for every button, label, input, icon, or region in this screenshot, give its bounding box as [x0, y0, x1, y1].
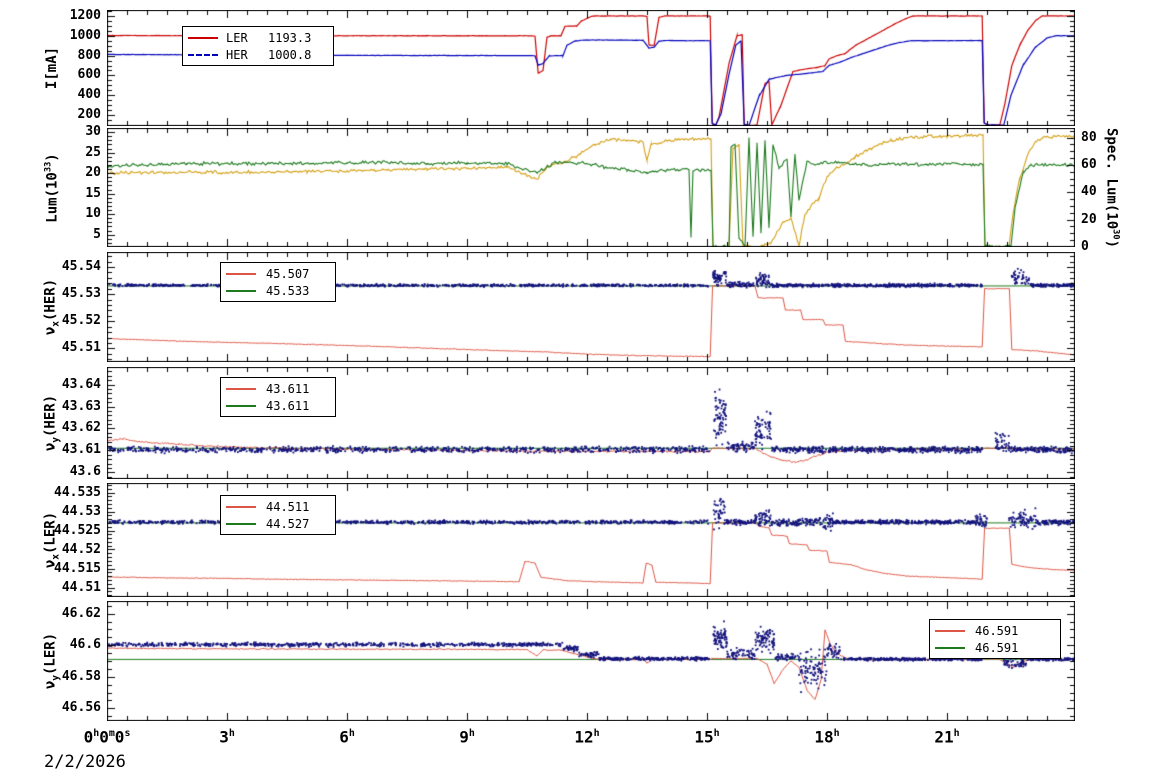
x-tick-label: 15h: [694, 727, 720, 747]
axis-title-nuy-her: νy(HER): [42, 394, 62, 452]
x-tick-label: 12h: [574, 727, 600, 747]
y-tick-label: 43.63: [61, 398, 101, 414]
legend-nuy-ler: 46.591 46.591: [929, 619, 1061, 659]
legend-entry: 43.611: [226, 380, 330, 397]
axis-title-nuy-ler: νy(LER): [42, 632, 62, 690]
x-tick-label: 21h: [934, 727, 960, 747]
legend-line-sample: [226, 289, 256, 292]
y-tick-label: 44.53: [61, 503, 101, 519]
legend-series-value: 46.591: [975, 623, 1019, 638]
y-tick-label: 46.6: [69, 637, 101, 653]
y-tick-label: 44.515: [54, 560, 101, 576]
y-tick-label-right: 60: [1081, 156, 1097, 172]
legend-series-value: 44.511: [266, 499, 310, 514]
legend-series-value: 46.591: [975, 640, 1019, 655]
y-tick-label-right: 40: [1081, 184, 1097, 200]
y-tick-label: 46.56: [61, 700, 101, 716]
legend-entry: 46.591: [935, 639, 1055, 656]
y-tick-label: 15: [85, 185, 101, 201]
x-tick-label: 6h: [339, 727, 355, 747]
y-tick-label: 800: [77, 47, 101, 63]
y-tick-label-right: 0: [1081, 239, 1089, 254]
y-tick-label: 20: [85, 165, 101, 181]
x-tick-label: 18h: [814, 727, 840, 747]
y-tick-label: 43.64: [61, 376, 101, 392]
y-tick-label: 45.51: [61, 340, 101, 356]
legend-entry: HER 1000.8: [188, 46, 328, 63]
legend-nux-ler: 44.511 44.527: [220, 495, 336, 535]
y-tick-label: 45.53: [61, 286, 101, 302]
legend-beam-current: LER 1193.3 HER 1000.8: [182, 26, 334, 66]
legend-nux-her: 45.507 45.533: [220, 262, 336, 302]
date-label: 2/2/2026: [44, 752, 126, 772]
legend-line-sample: [226, 522, 256, 525]
y-tick-label: 1200: [69, 7, 101, 23]
y-tick-label: 5: [93, 226, 101, 242]
y-tick-label: 45.54: [61, 258, 101, 274]
y-tick-label: 44.535: [54, 484, 101, 500]
y-tick-label: 200: [77, 107, 101, 123]
y-tick-label: 45.52: [61, 313, 101, 329]
legend-entry: 43.611: [226, 397, 330, 414]
y-tick-label: 43.6: [69, 464, 101, 480]
legend-line-sample: [188, 53, 218, 56]
y-tick-label: 43.61: [61, 442, 101, 458]
legend-series-value: 43.611: [266, 398, 310, 413]
legend-series-name: LER: [226, 30, 248, 45]
axis-title-right-luminosity: Spec. Lum(1030): [1103, 127, 1121, 248]
legend-series-value: 43.611: [266, 381, 310, 396]
legend-line-sample: [935, 629, 965, 632]
axis-title-beam-current: I[mA]: [44, 46, 60, 90]
x-tick-label: 0h0m0s: [83, 727, 131, 747]
legend-line-sample: [226, 505, 256, 508]
y-tick-label: 44.52: [61, 541, 101, 557]
y-tick-label: 46.62: [61, 605, 101, 621]
legend-entry: LER 1193.3: [188, 29, 328, 46]
legend-entry: 45.533: [226, 282, 330, 299]
legend-series-value: 45.533: [266, 283, 310, 298]
y-tick-label: 1000: [69, 27, 101, 43]
legend-series-value: 44.527: [266, 516, 310, 531]
panel-nuy-ler-plot: [107, 601, 1075, 721]
legend-line-sample: [226, 387, 256, 390]
legend-entry: 45.507: [226, 265, 330, 282]
y-tick-label: 25: [85, 144, 101, 160]
y-tick-label: 400: [77, 87, 101, 103]
y-tick-label: 10: [85, 206, 101, 222]
y-tick-label-right: 20: [1081, 211, 1097, 227]
legend-entry: 44.527: [226, 515, 330, 532]
legend-series-name: HER: [226, 47, 248, 62]
y-tick-label: 44.51: [61, 579, 101, 595]
legend-line-sample: [226, 272, 256, 275]
y-tick-label-right: 80: [1081, 129, 1097, 145]
legend-entry: 44.511: [226, 498, 330, 515]
y-tick-label: 43.62: [61, 420, 101, 436]
axis-title-nux-ler: νx(LER): [42, 511, 62, 569]
y-tick-label: 44.525: [54, 522, 101, 538]
legend-series-value: 1193.3: [268, 30, 312, 45]
legend-line-sample: [226, 404, 256, 407]
legend-nuy-her: 43.611 43.611: [220, 377, 336, 417]
legend-line-sample: [188, 36, 218, 39]
axis-title-nux-her: νx(HER): [42, 278, 62, 336]
legend-line-sample: [935, 646, 965, 649]
y-tick-label: 600: [77, 67, 101, 83]
y-tick-label: 46.58: [61, 668, 101, 684]
legend-series-value: 45.507: [266, 266, 310, 281]
legend-series-value: 1000.8: [268, 47, 312, 62]
x-tick-label: 9h: [459, 727, 475, 747]
y-tick-label: 30: [85, 124, 101, 140]
axis-title-luminosity: Lum(1033): [43, 152, 61, 223]
legend-entry: 46.591: [935, 622, 1055, 639]
x-tick-label: 3h: [219, 727, 235, 747]
panel-luminosity-plot: [107, 128, 1075, 247]
